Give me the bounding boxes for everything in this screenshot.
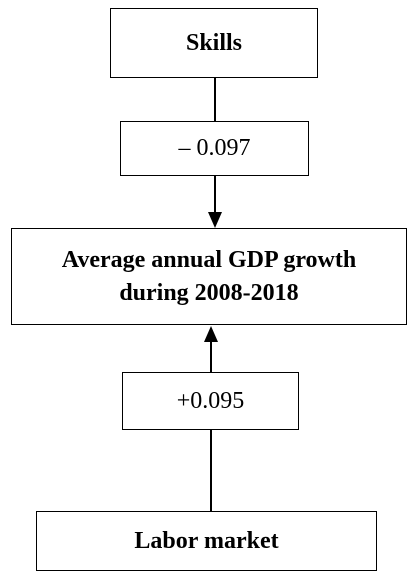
labor-market-node: Labor market bbox=[36, 511, 377, 571]
labor-market-label: Labor market bbox=[134, 527, 279, 554]
arrowhead-up bbox=[204, 326, 218, 342]
labor-coefficient-box: +0.095 bbox=[122, 372, 299, 430]
skills-node: Skills bbox=[110, 8, 318, 78]
skills-coefficient-label: – 0.097 bbox=[178, 135, 251, 162]
gdp-growth-label-line2: during 2008-2018 bbox=[119, 279, 299, 306]
skills-coefficient-box: – 0.097 bbox=[120, 121, 309, 176]
gdp-growth-label-line1: Average annual GDP growth bbox=[61, 247, 357, 274]
gdp-growth-node: Average annual GDP growth during 2008-20… bbox=[11, 228, 407, 325]
labor-coefficient-label: +0.095 bbox=[176, 387, 245, 414]
gdp-growth-label: Average annual GDP growth during 2008-20… bbox=[62, 244, 356, 309]
arrowhead-down bbox=[208, 212, 222, 228]
skills-label: Skills bbox=[185, 29, 243, 56]
